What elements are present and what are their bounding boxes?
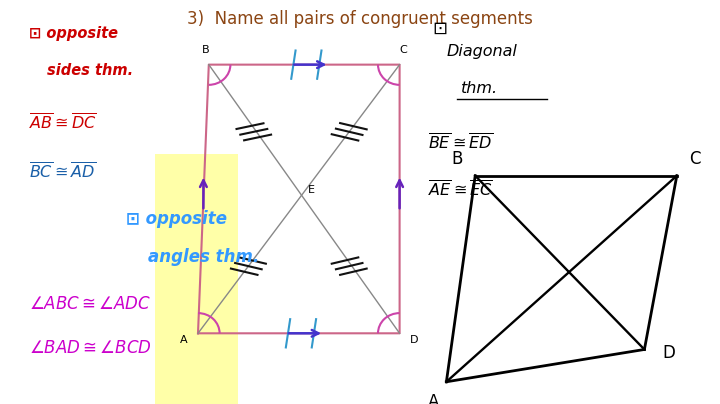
Text: $\overline{BE} \cong \overline{ED}$: $\overline{BE} \cong \overline{ED}$	[428, 133, 493, 154]
Bar	[155, 154, 238, 404]
Text: ⊡ opposite: ⊡ opposite	[126, 210, 227, 228]
Text: A: A	[180, 335, 187, 345]
Text: C: C	[689, 149, 701, 168]
Text: 3)  Name all pairs of congruent segments: 3) Name all pairs of congruent segments	[187, 10, 533, 28]
Text: $\angle BAD \cong \angle BCD$: $\angle BAD \cong \angle BCD$	[29, 339, 152, 358]
Text: B: B	[451, 149, 463, 168]
Text: C: C	[400, 44, 407, 55]
Text: $\angle ABC \cong \angle ADC$: $\angle ABC \cong \angle ADC$	[29, 295, 151, 313]
Text: thm.: thm.	[461, 81, 498, 96]
Text: Diagonal: Diagonal	[446, 44, 517, 59]
Text: A: A	[428, 393, 439, 404]
Text: D: D	[662, 345, 675, 362]
Text: ⊡: ⊡	[432, 20, 447, 38]
Text: $\overline{AE} \cong \overline{EC}$: $\overline{AE} \cong \overline{EC}$	[428, 180, 493, 200]
Text: D: D	[410, 335, 418, 345]
Text: $\overline{BC} \cong \overline{AD}$: $\overline{BC} \cong \overline{AD}$	[29, 162, 96, 182]
Text: ⊡ opposite: ⊡ opposite	[29, 26, 118, 41]
Text: angles thm.: angles thm.	[148, 248, 259, 267]
Text: $\overline{AB} \cong \overline{DC}$: $\overline{AB} \cong \overline{DC}$	[29, 113, 96, 133]
Text: B: B	[202, 44, 209, 55]
Text: sides thm.: sides thm.	[47, 63, 133, 78]
Text: E: E	[307, 185, 315, 195]
